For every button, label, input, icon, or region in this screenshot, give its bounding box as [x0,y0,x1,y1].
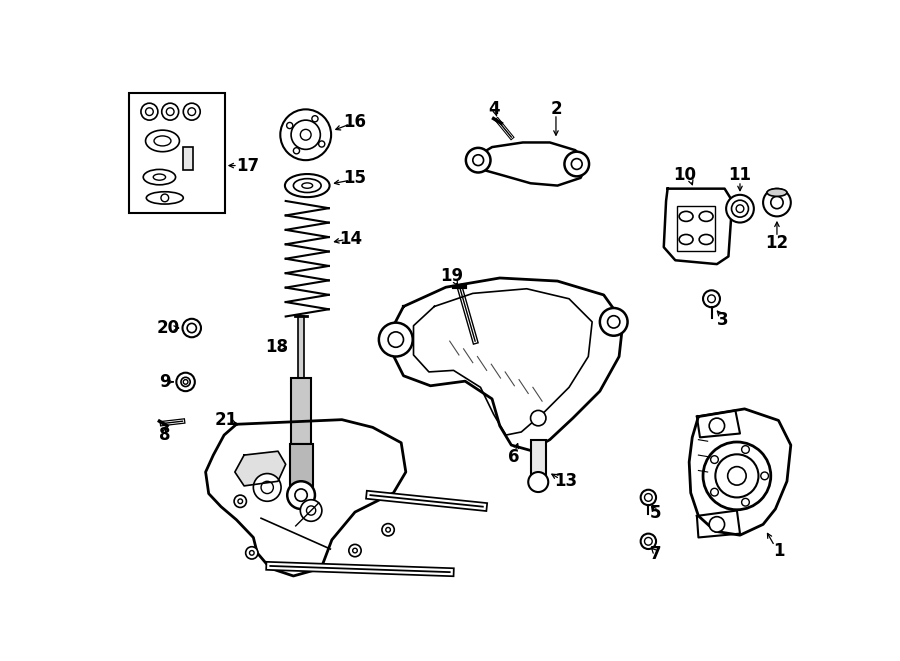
Polygon shape [697,510,740,537]
Circle shape [703,290,720,307]
Polygon shape [697,410,740,438]
Text: 13: 13 [554,472,578,490]
Polygon shape [205,420,406,576]
Circle shape [564,152,590,176]
Text: 3: 3 [717,311,729,329]
Circle shape [742,446,750,453]
Circle shape [382,524,394,536]
Circle shape [599,308,627,336]
Circle shape [183,319,201,337]
Circle shape [703,442,770,510]
Text: 4: 4 [488,100,500,118]
Circle shape [641,490,656,505]
Circle shape [709,418,725,434]
Circle shape [301,500,322,522]
Bar [298,317,304,378]
Text: 11: 11 [728,166,752,184]
Text: 8: 8 [159,426,171,444]
Circle shape [641,533,656,549]
Text: 21: 21 [215,411,238,430]
Text: 20: 20 [158,319,180,337]
Circle shape [234,495,247,508]
Polygon shape [472,143,589,186]
Polygon shape [392,278,623,450]
Text: 15: 15 [344,169,366,187]
Text: 9: 9 [159,373,171,391]
Text: 18: 18 [265,338,288,356]
Polygon shape [664,188,733,264]
Text: 6: 6 [508,447,519,465]
Circle shape [760,472,769,480]
Circle shape [763,188,791,216]
Circle shape [711,488,718,496]
Text: 19: 19 [440,266,464,285]
Circle shape [711,455,718,463]
Polygon shape [689,409,791,535]
Bar [290,444,312,486]
Bar [291,378,311,444]
Bar [530,440,546,482]
Circle shape [709,517,725,532]
Circle shape [246,547,258,559]
Text: 16: 16 [344,112,366,131]
Text: 10: 10 [673,166,696,184]
Polygon shape [235,451,285,486]
Circle shape [530,410,546,426]
Text: 1: 1 [773,542,784,561]
Text: 2: 2 [550,100,562,118]
Text: 12: 12 [765,233,788,252]
Text: 7: 7 [650,545,662,563]
Circle shape [726,195,754,223]
Circle shape [287,481,315,509]
Circle shape [466,148,490,173]
Circle shape [349,545,361,557]
Circle shape [379,323,413,356]
Circle shape [254,473,281,501]
Circle shape [528,472,548,492]
Circle shape [176,373,194,391]
Bar [183,147,193,170]
Bar [677,206,716,251]
Text: 5: 5 [650,504,661,522]
Bar [129,93,225,213]
Text: 14: 14 [338,231,362,249]
Text: 17: 17 [237,157,259,175]
Ellipse shape [767,188,787,196]
Circle shape [742,498,750,506]
